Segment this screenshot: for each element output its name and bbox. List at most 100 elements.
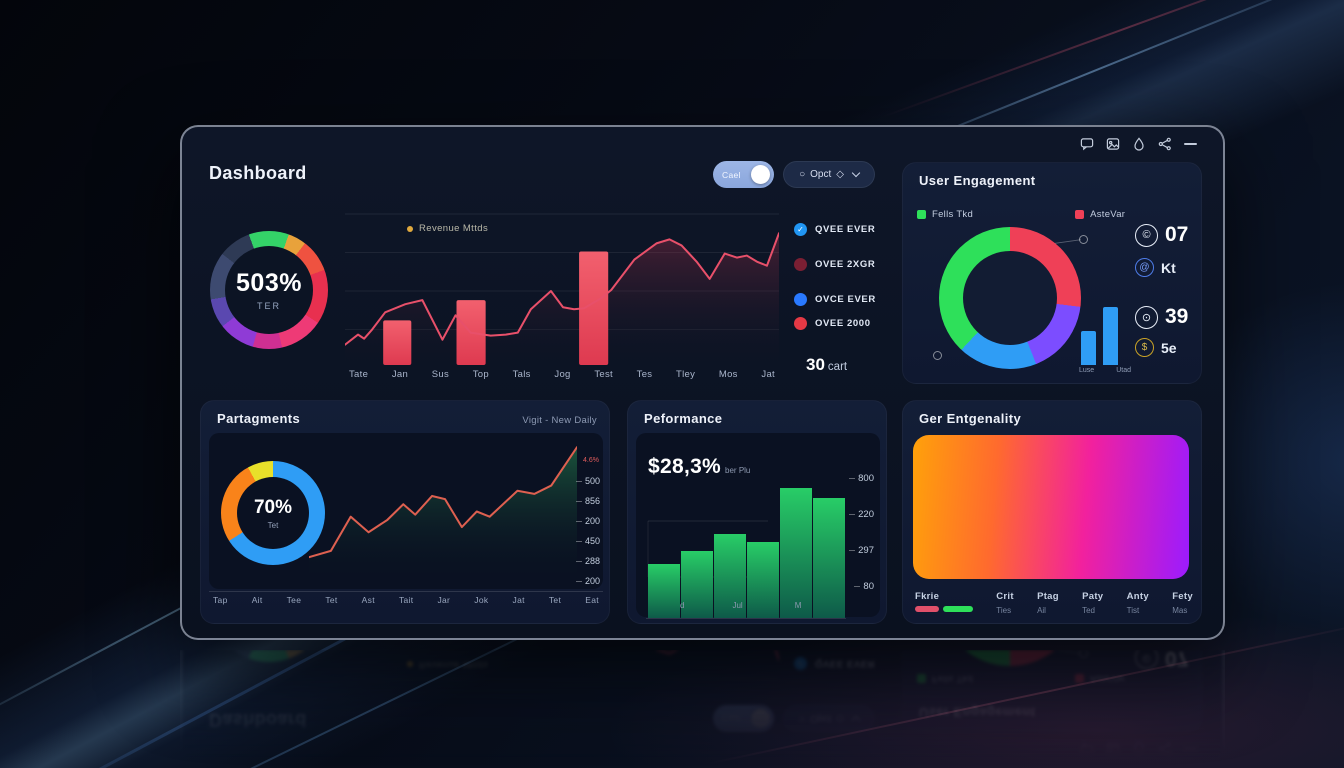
legend-pills xyxy=(915,606,973,612)
x-axis-label: Mos xyxy=(718,369,738,380)
x-axis-label: Jog xyxy=(554,369,571,380)
legend-item-label: OVEE 2000 xyxy=(815,318,871,329)
performance-bar-chart xyxy=(646,485,846,618)
mini-bar xyxy=(1103,307,1118,365)
legend-column: Paty Ted xyxy=(1082,591,1103,615)
revenue-chart: Revenue Mttds xyxy=(343,213,781,365)
chevron-down-icon xyxy=(851,168,861,178)
user-engagement-panel: User Engagement Fells Tkd AsteVar xyxy=(902,162,1202,384)
x-axis-label: Jan xyxy=(391,369,409,380)
mini-bar-label: Luse xyxy=(1079,367,1095,374)
background-streak xyxy=(879,0,1344,119)
revenue-chart-x-axis: Tate Jan Sus Top Tals Jog Test Tes Tley Mos Jat xyxy=(345,369,779,380)
legend-item[interactable]: OVEE 2000 xyxy=(794,317,871,330)
x-axis-label: Tap xyxy=(213,595,228,605)
legend-item-label: Fells Tkd xyxy=(932,209,974,220)
kpi-suffix: ber Plu xyxy=(725,466,751,475)
legend-label: Ptag xyxy=(1037,591,1059,602)
legend-item[interactable]: OVEE 2XGR xyxy=(794,258,875,271)
header-toggle[interactable]: Cael xyxy=(713,161,774,188)
legend-sublabel: Ties xyxy=(996,606,1012,615)
x-axis-label: Jar xyxy=(437,595,451,605)
chat-icon[interactable] xyxy=(1079,136,1094,151)
x-axis-line xyxy=(209,591,603,592)
x-axis-label: Tals xyxy=(512,369,531,380)
overview-donut-chart: 503% TER xyxy=(210,231,328,349)
x-axis-label: Tet xyxy=(548,595,562,605)
header-dropdown[interactable]: ○ Opct ◇ xyxy=(783,161,875,188)
panel-subtitle: Vigit - New Daily xyxy=(522,415,597,426)
donut-value: 70% xyxy=(253,496,293,518)
performance-panel: Peformance $28,3% ber Plu 800 220 297 80 d Ju… xyxy=(627,400,887,624)
performance-chart-area: $28,3% ber Plu 800 220 297 80 d Jul M xyxy=(636,433,880,619)
x-axis-label: Tes xyxy=(636,369,653,380)
legend-item[interactable]: OVCE EVER xyxy=(794,293,876,306)
cart-total-unit: cart xyxy=(827,361,848,373)
green-pill xyxy=(943,606,973,612)
legend-label: Fety xyxy=(1172,591,1193,602)
x-axis-label: Sus xyxy=(431,369,450,380)
circle-icon xyxy=(794,258,807,271)
performance-kpi: $28,3% ber Plu xyxy=(648,455,750,479)
x-axis-label: Tet xyxy=(325,595,338,605)
kpi-value: $28,3% xyxy=(648,455,722,478)
droplet-icon[interactable] xyxy=(1131,136,1146,151)
engagement-mini-bars xyxy=(1081,301,1127,365)
legend-item-label: AsteVar xyxy=(1090,209,1126,220)
x-axis-line xyxy=(646,618,846,619)
legend-item-label: OVCE EVER xyxy=(815,294,876,305)
y-axis-label: 856 xyxy=(576,491,600,511)
overview-side-legend: ✓ QVEE EVER OVEE 2XGR OVCE EVER OVEE 200… xyxy=(790,215,895,380)
legend-label: Paty xyxy=(1082,591,1104,602)
mini-bar-label: Utad xyxy=(1116,367,1131,374)
legend-sublabel: Ail xyxy=(1037,606,1046,615)
performance-y-axis: 800 220 297 80 xyxy=(849,473,874,617)
stat-row: © 07 xyxy=(1135,223,1188,247)
overview-donut-label: TER xyxy=(257,301,281,311)
legend-item[interactable]: ✓ QVEE EVER xyxy=(794,223,875,236)
x-axis-label: M xyxy=(794,601,802,610)
legend-swatch xyxy=(1075,210,1085,219)
legend-column: Fety Mas xyxy=(1172,591,1193,615)
x-axis-label: Tee xyxy=(286,595,302,605)
stat-row: ⊙ 39 xyxy=(1135,305,1188,329)
panel-title: Ger Entgenality xyxy=(919,411,1022,426)
gradient-heatmap xyxy=(913,435,1189,579)
y-axis-label: 500 xyxy=(576,471,600,491)
x-axis-label: Jat xyxy=(761,369,775,380)
legend-column: Ptag Ail xyxy=(1037,591,1059,615)
toggle-knob[interactable] xyxy=(751,165,770,184)
annotation-line xyxy=(1055,239,1081,244)
dashboard-window: Dashboard Cael ○ Opct ◇ 503% TER xyxy=(180,650,1225,768)
x-axis-label: Jul xyxy=(732,601,743,610)
stat-value: 39 xyxy=(1165,305,1189,328)
gradient-legend: Fkrie Crit Ties Ptag Ail Paty Ted xyxy=(915,591,1193,615)
legend-sublabel: Ted xyxy=(1082,606,1096,615)
minimize-icon[interactable] xyxy=(1183,136,1198,151)
legend-sublabel: Tist xyxy=(1126,606,1140,615)
image-icon[interactable] xyxy=(1105,136,1120,151)
performance-x-axis: d Jul M xyxy=(646,601,846,610)
circle-icon xyxy=(794,293,807,306)
stat-value: 5e xyxy=(1161,339,1177,356)
dropdown-label: Opct xyxy=(810,169,832,180)
stat-row: $ 5e xyxy=(1135,338,1177,357)
y-axis-top-label: 4.6% xyxy=(583,457,599,464)
dropdown-right-icon: ◇ xyxy=(836,169,844,180)
annotation-circle xyxy=(1079,235,1088,244)
page-title: Dashboard xyxy=(209,163,307,183)
legend-item-label: QVEE EVER xyxy=(815,224,876,235)
y-axis-label: 200 xyxy=(576,571,600,591)
legend-item: Fells Tkd xyxy=(917,209,973,220)
legend-item: AsteVar xyxy=(1075,209,1125,220)
window-chrome xyxy=(1079,136,1198,151)
at-icon: @ xyxy=(1135,258,1154,277)
cart-total-value: 30 xyxy=(806,355,825,374)
x-axis-label: Tate xyxy=(349,369,369,380)
legend-label: Fkrie xyxy=(915,591,940,602)
x-axis-label: Tley xyxy=(676,369,696,380)
share-icon[interactable] xyxy=(1157,136,1172,151)
check-circle-icon: ✓ xyxy=(794,223,807,236)
window-reflection: Dashboard Cael ○ Opct ◇ 503% TER xyxy=(180,650,1225,768)
